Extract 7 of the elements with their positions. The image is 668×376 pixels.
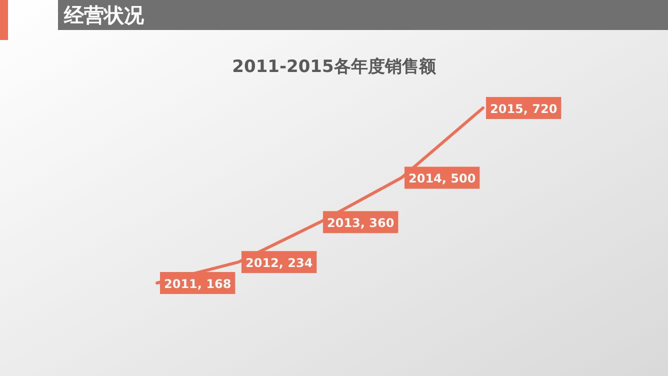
- chart-title: 2011-2015各年度销售额: [232, 57, 437, 77]
- text: 经营状况: [63, 3, 145, 27]
- data-label: 2012, 234: [246, 256, 313, 270]
- data-label: 2013, 360: [327, 216, 394, 230]
- data-label: 2014, 500: [408, 172, 476, 186]
- data-label: 2015, 720: [490, 102, 558, 116]
- data-label: 2011, 168: [164, 277, 232, 291]
